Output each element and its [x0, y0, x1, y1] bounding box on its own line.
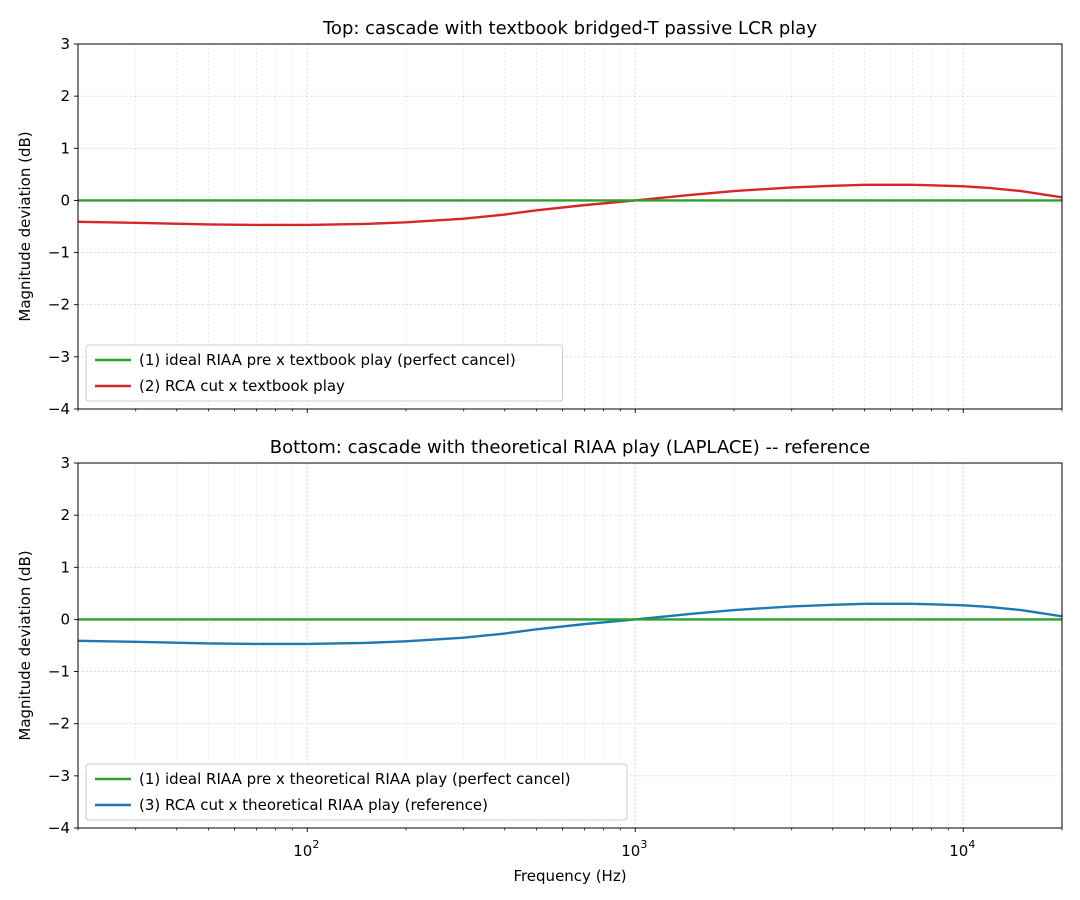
legend-label-1: (1) ideal RIAA pre x theoretical RIAA pl… [139, 770, 571, 788]
legend-label-1: (1) ideal RIAA pre x textbook play (perf… [139, 351, 516, 369]
y-tick-label: 0 [60, 191, 70, 209]
legend-label-2: (2) RCA cut x textbook play [139, 377, 345, 395]
y-tick-label: −3 [48, 348, 70, 366]
axes-frame [77, 462, 1063, 829]
x-tick-label: 102 [293, 838, 319, 860]
y-tick-label: 0 [60, 610, 70, 628]
axes-frame [77, 43, 1063, 410]
series-lines [78, 602, 1062, 646]
chart-panel-2: −4 −3 −2 −1 0 1 2 3 102 103 104 Bottom: cascade wit… [16, 437, 1063, 885]
series-line-2 [78, 183, 1062, 227]
y-tick-label: 2 [60, 87, 70, 105]
chart-panel-1: −4 −3 −2 −1 0 1 2 3 Top: cascade with textbook b… [16, 18, 1063, 418]
y-tick-label: 2 [60, 506, 70, 524]
y-axis-label: Magnitude deviation (dB) [16, 131, 34, 321]
x-tick-label: 104 [949, 838, 975, 860]
y-tick-label: −2 [48, 296, 70, 314]
y-tick-label: −1 [48, 663, 70, 681]
y-tick-label: −4 [48, 819, 70, 837]
series-lines [78, 183, 1062, 227]
y-tick-label: 1 [60, 139, 70, 157]
legend-box [85, 344, 564, 402]
y-tick-label: −2 [48, 715, 70, 733]
chart-title: Top: cascade with textbook bridged-T pas… [322, 18, 817, 39]
y-tick-label: 3 [60, 454, 70, 472]
y-tick-label: −4 [48, 400, 70, 418]
y-tick-label: 1 [60, 558, 70, 576]
y-tick-label: 3 [60, 35, 70, 53]
y-tick-label: −1 [48, 244, 70, 262]
legend-label-2: (3) RCA cut x theoretical RIAA play (ref… [139, 796, 488, 814]
x-tick-label: 103 [621, 838, 647, 860]
legend: (1) ideal RIAA pre x theoretical RIAA pl… [85, 763, 628, 821]
y-axis-label: Magnitude deviation (dB) [16, 550, 34, 740]
legend: (1) ideal RIAA pre x textbook play (perf… [85, 344, 564, 402]
legend-box [85, 763, 628, 821]
series-line-2 [78, 602, 1062, 646]
x-axis-label: Frequency (Hz) [513, 867, 626, 885]
y-tick-label: −3 [48, 767, 70, 785]
chart-title: Bottom: cascade with theoretical RIAA pl… [270, 437, 870, 458]
